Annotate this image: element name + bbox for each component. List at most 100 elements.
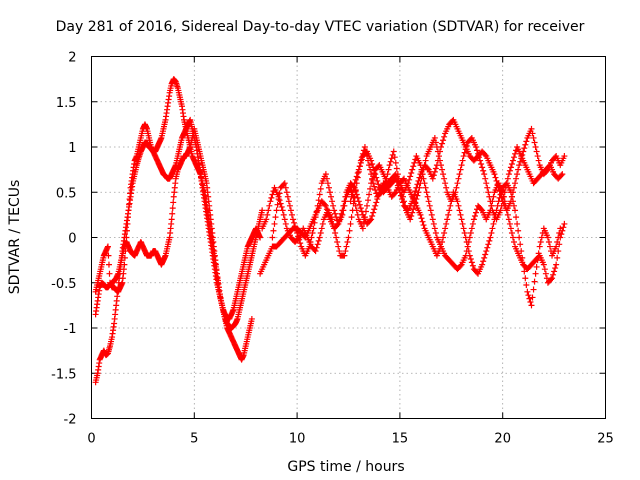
data-point — [512, 150, 519, 157]
data-point — [339, 211, 346, 218]
data-point — [487, 207, 494, 214]
data-point — [423, 189, 430, 196]
data-point — [509, 157, 516, 164]
data-point — [316, 191, 323, 198]
data-point — [316, 234, 323, 241]
data-point — [289, 216, 296, 223]
data-point — [397, 192, 404, 199]
data-point — [329, 198, 336, 205]
data-point — [307, 239, 314, 246]
data-point — [561, 153, 568, 160]
data-point — [359, 225, 366, 232]
data-point — [454, 198, 461, 205]
data-point — [353, 207, 360, 214]
data-point — [354, 170, 361, 177]
data-point — [248, 315, 255, 322]
data-point — [506, 220, 513, 227]
data-point — [373, 199, 380, 206]
data-point — [425, 198, 432, 205]
data-point — [271, 220, 278, 227]
data-point — [126, 196, 133, 203]
data-point — [485, 241, 492, 248]
data-point — [496, 188, 503, 195]
data-point — [280, 181, 287, 188]
data-point — [362, 208, 369, 215]
data-point — [333, 214, 340, 221]
data-point — [554, 254, 561, 261]
data-point — [427, 207, 434, 214]
x-tick-label: 5 — [190, 432, 198, 447]
data-point — [267, 198, 274, 205]
data-point — [533, 263, 540, 270]
data-point — [558, 172, 565, 179]
data-point — [543, 167, 550, 174]
data-point — [431, 225, 438, 232]
data-point — [519, 151, 526, 158]
data-point — [513, 175, 520, 182]
data-point — [291, 219, 298, 226]
data-point — [312, 214, 319, 221]
data-point — [257, 234, 264, 241]
data-point — [430, 220, 437, 227]
data-point — [412, 188, 419, 195]
data-point — [456, 207, 463, 214]
data-point — [543, 275, 550, 282]
data-point — [561, 220, 568, 227]
data-point — [471, 213, 478, 220]
data-point — [532, 270, 539, 277]
data-point — [456, 171, 463, 178]
data-point — [417, 211, 424, 218]
data-point — [523, 282, 530, 289]
data-point — [511, 184, 518, 191]
data-point — [341, 252, 348, 259]
chart-title: Day 281 of 2016, Sidereal Day-to-day VTE… — [56, 19, 585, 35]
data-point — [296, 236, 303, 243]
data-point — [483, 248, 490, 255]
data-point — [357, 205, 364, 212]
data-point — [525, 292, 532, 299]
data-point — [361, 214, 368, 221]
data-point — [559, 171, 566, 178]
data-points — [92, 76, 568, 386]
data-point — [393, 165, 400, 172]
data-point — [478, 206, 485, 213]
data-point — [259, 207, 266, 214]
data-point — [508, 193, 515, 200]
data-point — [368, 180, 375, 187]
data-point — [429, 216, 436, 223]
data-point — [507, 198, 514, 205]
data-point — [556, 241, 563, 248]
data-point — [106, 270, 113, 277]
data-point — [411, 191, 418, 198]
data-point — [442, 225, 449, 232]
data-point — [457, 166, 464, 173]
data-point — [313, 244, 320, 251]
data-point — [454, 180, 461, 187]
data-point — [346, 227, 353, 234]
data-point — [516, 162, 523, 169]
data-point — [410, 163, 417, 170]
data-point — [294, 229, 301, 236]
data-point — [532, 144, 539, 150]
data-point — [526, 295, 533, 302]
data-point — [411, 159, 418, 166]
data-point — [124, 214, 131, 221]
data-point — [444, 216, 451, 223]
data-point — [488, 229, 495, 236]
data-point — [430, 172, 437, 179]
data-point — [555, 248, 562, 255]
data-point — [489, 198, 496, 205]
data-point — [315, 197, 322, 204]
data-point — [426, 202, 433, 209]
data-point — [347, 220, 354, 227]
data-point — [414, 192, 421, 199]
data-point — [407, 173, 414, 180]
data-point — [484, 184, 491, 191]
data-point — [491, 216, 498, 223]
y-tick-label: -2 — [64, 413, 77, 428]
data-point — [511, 154, 518, 161]
data-point — [548, 276, 555, 283]
data-point — [387, 158, 394, 165]
data-point — [467, 255, 474, 262]
data-point — [273, 207, 280, 214]
